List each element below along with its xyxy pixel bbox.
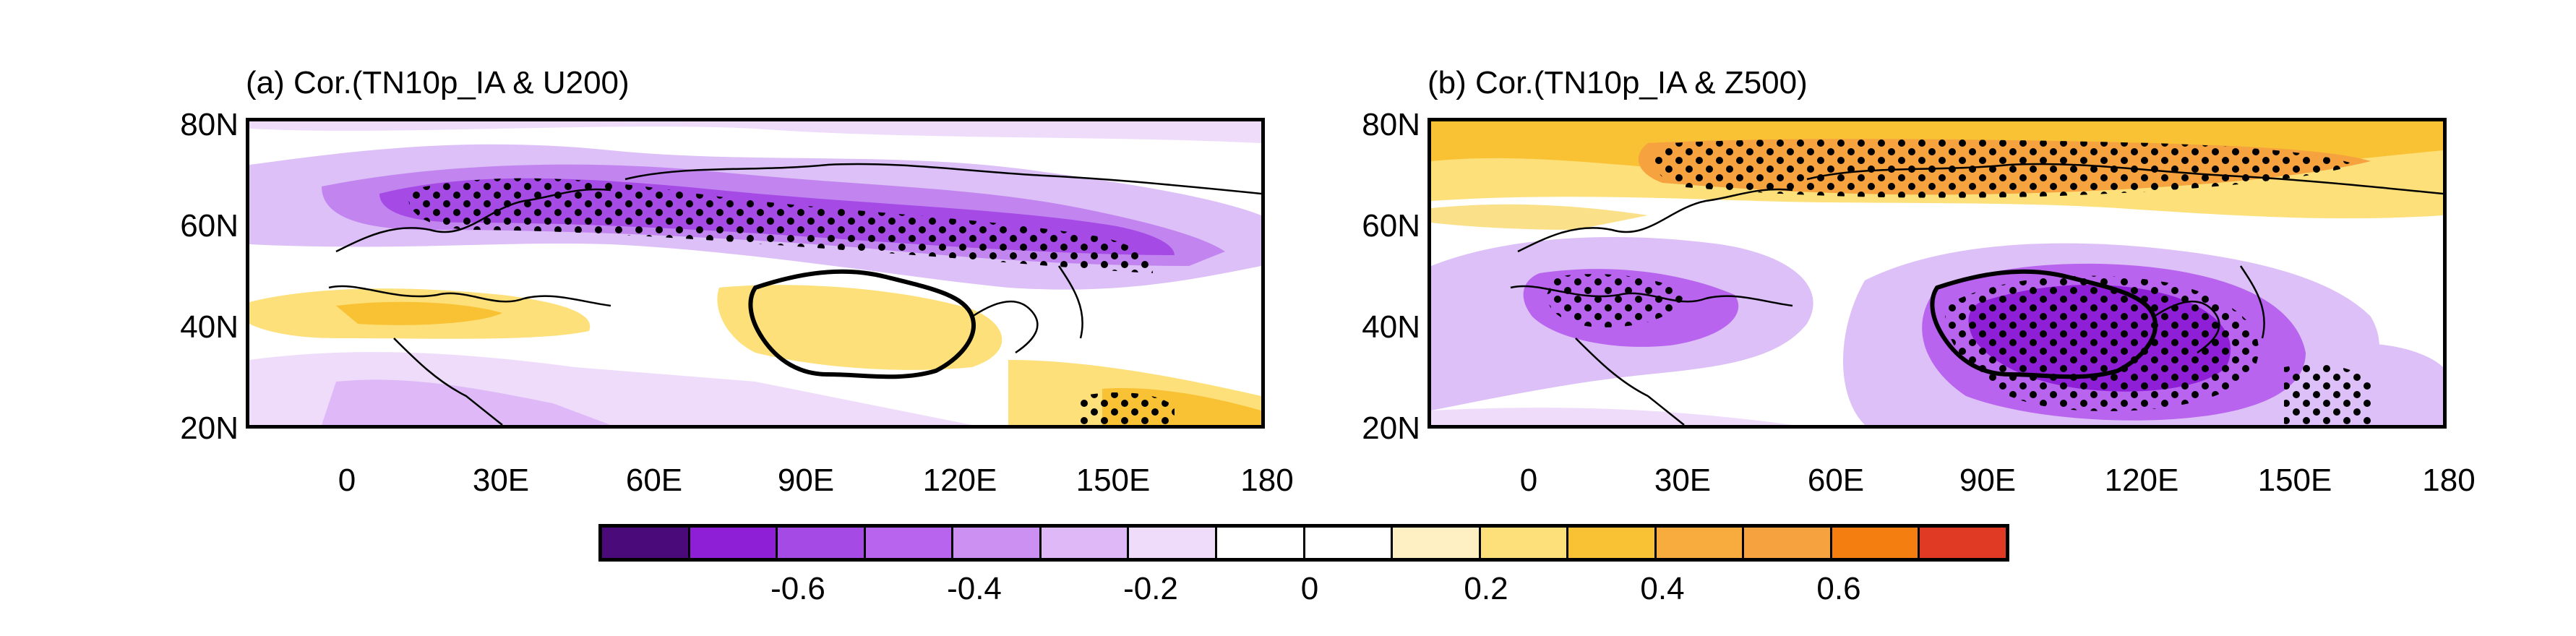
panel-b-ytick-60n: 60N xyxy=(1362,208,1420,244)
colorbar-cell xyxy=(1480,528,1569,558)
panel-b-title: (b) Cor.(TN10p_IA & Z500) xyxy=(1427,65,1808,100)
panel-b-xtick-30e: 30E xyxy=(1654,463,1712,498)
panel-b-xtick-150e: 150E xyxy=(2257,463,2332,498)
panel-b-xtick-180: 180 xyxy=(2422,463,2476,498)
colorbar-label-02: 0.2 xyxy=(1464,571,1508,606)
panel-b-map-svg xyxy=(1431,121,2443,425)
colorbar-cell xyxy=(778,528,866,558)
panel-b-ytick-80n: 80N xyxy=(1362,107,1420,142)
panel-a-xtick-60e: 60E xyxy=(625,463,683,498)
panel-a-map xyxy=(246,118,1265,429)
colorbar-cell xyxy=(1393,528,1481,558)
panel-b-xtick-0: 0 xyxy=(1519,463,1538,498)
panel-a-ytick-60n: 60N xyxy=(180,208,239,244)
panel-a-ytick-40n: 40N xyxy=(180,309,239,345)
colorbar-cell xyxy=(1744,528,1832,558)
panel-b-xtick-90e: 90E xyxy=(1959,463,2017,498)
panel-a-ytick-20n: 20N xyxy=(180,411,239,446)
panel-a-xtick-120e: 120E xyxy=(922,463,997,498)
colorbar-cell xyxy=(602,528,690,558)
colorbar-cell xyxy=(1656,528,1745,558)
colorbar-label-0: 0 xyxy=(1300,571,1319,606)
colorbar-cell xyxy=(1568,528,1657,558)
colorbar-cell xyxy=(1920,528,2006,558)
panel-b-ytick-40n: 40N xyxy=(1362,309,1420,345)
panel-b-xtick-60e: 60E xyxy=(1807,463,1865,498)
colorbar-label-06: 0.6 xyxy=(1816,571,1861,606)
colorbar-cell xyxy=(953,528,1042,558)
colorbar xyxy=(598,524,2009,562)
colorbar-cell xyxy=(1832,528,1920,558)
panel-a-xtick-150e: 150E xyxy=(1076,463,1151,498)
colorbar-cell xyxy=(690,528,778,558)
panel-b-map xyxy=(1427,118,2447,429)
colorbar-cell xyxy=(1216,528,1305,558)
panel-a-title: (a) Cor.(TN10p_IA & U200) xyxy=(246,65,630,100)
panel-a-ytick-80n: 80N xyxy=(180,107,239,142)
panel-a-map-svg xyxy=(249,121,1261,425)
panel-b-ytick-20n: 20N xyxy=(1362,411,1420,446)
colorbar-label-neg06: -0.6 xyxy=(770,571,825,606)
colorbar-cell xyxy=(1305,528,1394,558)
colorbar-label-04: 0.4 xyxy=(1640,571,1685,606)
colorbar-cell xyxy=(1129,528,1217,558)
colorbar-cell xyxy=(865,528,954,558)
panel-b-xtick-120e: 120E xyxy=(2104,463,2179,498)
colorbar-label-neg04: -0.4 xyxy=(947,571,1002,606)
panel-a-xtick-30e: 30E xyxy=(472,463,530,498)
panel-a-xtick-0: 0 xyxy=(338,463,356,498)
colorbar-label-neg02: -0.2 xyxy=(1123,571,1178,606)
panel-a-xtick-180: 180 xyxy=(1240,463,1294,498)
panel-a-xtick-90e: 90E xyxy=(777,463,835,498)
colorbar-cell xyxy=(1041,528,1130,558)
